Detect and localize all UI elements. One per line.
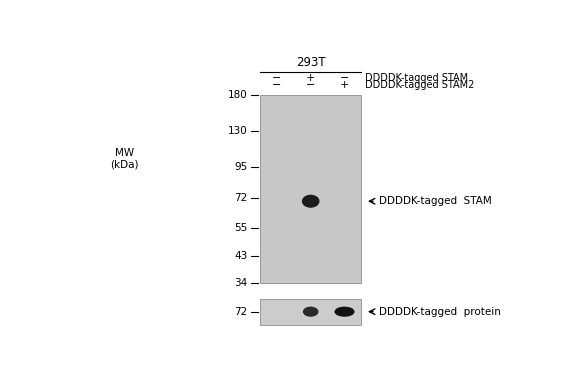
Text: DDDDK-tagged  protein: DDDDK-tagged protein	[378, 307, 501, 317]
Text: +: +	[306, 73, 315, 83]
Text: 72: 72	[235, 307, 248, 317]
Ellipse shape	[304, 307, 318, 316]
Text: DDDDK-tagged STAM2: DDDDK-tagged STAM2	[365, 80, 474, 90]
Text: 180: 180	[228, 90, 248, 100]
Text: (kDa): (kDa)	[111, 160, 139, 170]
Text: 43: 43	[235, 251, 248, 261]
Text: 293T: 293T	[296, 56, 325, 69]
Bar	[260, 95, 361, 283]
Text: −: −	[340, 73, 349, 83]
Text: MW: MW	[115, 148, 134, 158]
Ellipse shape	[303, 195, 319, 207]
Text: 55: 55	[235, 223, 248, 233]
Bar	[260, 299, 361, 325]
Text: DDDDK-tagged  STAM: DDDDK-tagged STAM	[378, 196, 491, 206]
Ellipse shape	[335, 307, 354, 316]
Text: −: −	[272, 80, 282, 90]
Text: 72: 72	[235, 193, 248, 203]
Text: DDDDK-tagged STAM: DDDDK-tagged STAM	[365, 73, 468, 83]
Text: −: −	[306, 80, 315, 90]
Text: 34: 34	[235, 277, 248, 288]
Text: −: −	[272, 73, 282, 83]
Text: +: +	[340, 80, 349, 90]
Text: 95: 95	[235, 162, 248, 172]
Text: 130: 130	[228, 127, 248, 136]
